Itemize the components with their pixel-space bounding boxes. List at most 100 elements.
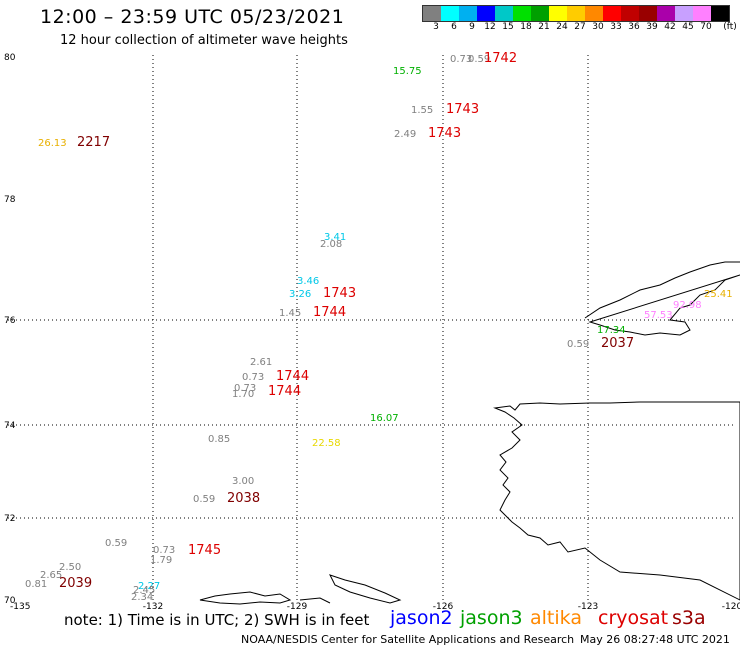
credit-line: NOAA/NESDIS Center for Satellite Applica… (241, 633, 575, 646)
observation-swh: 2.65 (40, 570, 62, 581)
observation-swh: 17.34 (597, 325, 626, 336)
legend-label: 27 (574, 22, 586, 32)
legend-label: 39 (646, 22, 658, 32)
observation-swh: 0.59 (193, 494, 215, 505)
legend-swatch (675, 6, 693, 21)
observation-swh: 25.41 (704, 289, 733, 300)
observation-time: 2038 (227, 491, 260, 506)
satellite-jason2: jason2 (390, 607, 453, 629)
observation-swh: 3.41 (324, 232, 346, 243)
legend-label: 36 (628, 22, 640, 32)
observation-time: 1745 (188, 543, 221, 558)
legend-label: 70 (700, 22, 712, 32)
observation-swh: 1.70 (232, 389, 254, 400)
observation-swh: 57.53 (644, 310, 673, 321)
observation-swh: 2.49 (394, 129, 416, 140)
legend-swatch (621, 6, 639, 21)
observation-time: 2039 (59, 576, 92, 591)
longitude-tick: -129 (287, 602, 308, 612)
legend-swatch (693, 6, 711, 21)
observation-time: 1743 (428, 126, 461, 141)
legend-label: 42 (664, 22, 676, 32)
longitude-tick: -120 (722, 602, 740, 612)
observation-swh: 2.34 (131, 592, 153, 603)
observation-time: 2217 (77, 135, 110, 150)
wave-height-color-legend (422, 5, 730, 22)
legend-label: 30 (592, 22, 604, 32)
observation-time: 2037 (601, 336, 634, 351)
axis-tick-labels: -135 -132 -129 -126 -123 -120 80 78 76 74 72 70 (4, 53, 740, 612)
legend-swatch (441, 6, 459, 21)
longitude-tick: -132 (143, 602, 163, 612)
legend-swatch (657, 6, 675, 21)
legend-label: (ft) (723, 22, 737, 32)
legend-label: 12 (484, 22, 496, 32)
longitude-tick: -123 (578, 602, 598, 612)
observation-swh: 0.73 (234, 383, 256, 394)
observation-swh: 0.59 (567, 339, 589, 350)
latitude-tick: 76 (4, 316, 16, 326)
coastline-island-east (329, 574, 402, 604)
legend-swatch (459, 6, 477, 21)
observation-swh: 0.73 (242, 372, 264, 383)
legend-label: 18 (520, 22, 532, 32)
legend-swatch (495, 6, 513, 21)
map-title: 12:00 – 23:59 UTC 05/23/2021 (40, 6, 345, 28)
observation-time: 1744 (276, 369, 309, 384)
legend-swatch (423, 6, 441, 21)
observation-time: 1744 (268, 384, 301, 399)
latitude-tick: 74 (4, 421, 16, 431)
coastline (199, 261, 740, 605)
longitude-tick: -126 (433, 602, 454, 612)
observation-swh: 22.58 (312, 438, 341, 449)
observation-swh: 2.08 (320, 239, 342, 250)
observation-swh: 1.45 (279, 308, 301, 319)
latitude-tick: 72 (4, 514, 15, 524)
observation-swh: 0.59 (468, 54, 490, 65)
legend-swatch (477, 6, 495, 21)
observation-swh: 15.75 (393, 66, 422, 77)
observation-swh: 2.45 (133, 585, 155, 596)
satellite-altika: altika (530, 607, 582, 629)
observation-swh: 26.13 (38, 138, 67, 149)
legend-swatch (531, 6, 549, 21)
legend-swatch (567, 6, 585, 21)
observation-swh: 0.81 (25, 579, 47, 590)
legend-swatch (711, 6, 729, 21)
observation-swh: 3.46 (297, 276, 319, 287)
legend-label: 6 (451, 22, 457, 32)
latitude-tick: 78 (4, 195, 16, 205)
legend-label: 3 (433, 22, 439, 32)
coastline-mainland (493, 401, 740, 601)
coastline-island-north (584, 261, 740, 336)
map-subtitle: 12 hour collection of altimeter wave hei… (60, 33, 348, 48)
legend-swatch (549, 6, 567, 21)
observation-swh: 3.00 (232, 476, 254, 487)
satellite-s3a: s3a (672, 607, 706, 629)
observation-swh: 2.50 (59, 562, 81, 573)
satellite-jason3: jason3 (460, 607, 523, 629)
observation-swh: 0.85 (208, 434, 230, 445)
observation-time: 1744 (313, 305, 346, 320)
legend-swatch (513, 6, 531, 21)
legend-swatch (603, 6, 621, 21)
legend-label: 15 (502, 22, 514, 32)
observation-swh: 2.27 (138, 581, 160, 592)
latitude-tick: 80 (4, 53, 16, 63)
legend-label: 45 (682, 22, 694, 32)
observation-time: 1742 (484, 51, 517, 66)
legend-swatch (585, 6, 603, 21)
observation-swh: 0.59 (105, 538, 127, 549)
legend-label: 24 (556, 22, 568, 32)
observation-swh: 1.79 (150, 555, 172, 566)
observation-swh: 0.73 (450, 54, 472, 65)
observation-swh: 2.61 (250, 357, 272, 368)
coastline-island-south (199, 591, 292, 605)
observation-swh: 16.07 (370, 413, 399, 424)
legend-label: 33 (610, 22, 622, 32)
legend-label: 9 (469, 22, 475, 32)
observation-swh: 1.55 (411, 105, 433, 116)
legend-swatch (639, 6, 657, 21)
